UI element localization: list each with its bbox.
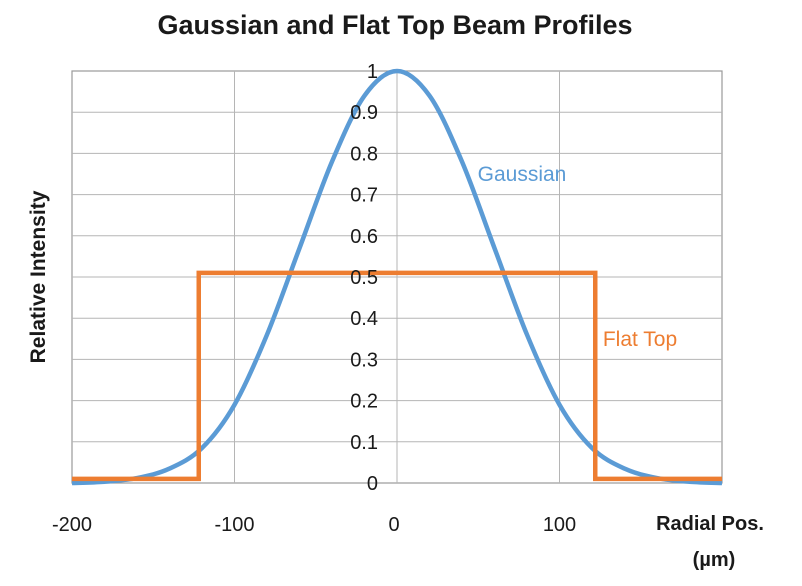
y-tick-label: 0.9	[350, 102, 378, 124]
y-tick-label: 0.7	[350, 185, 378, 207]
y-tick-label: 0.6	[350, 226, 378, 248]
x-tick-label: 0	[388, 514, 399, 536]
x-axis-unit: (µm)	[693, 549, 736, 571]
x-tick-labels: -200 -100 0 100	[52, 514, 576, 536]
x-axis-label: Radial Pos.	[656, 513, 764, 535]
y-tick-label: 0.8	[350, 143, 378, 165]
x-tick-label: -100	[214, 514, 254, 536]
x-tick-label: 100	[543, 514, 576, 536]
y-tick-label: 0.5	[350, 267, 378, 289]
y-tick-label: 0	[367, 473, 378, 495]
y-axis-label: Relative Intensity	[27, 190, 50, 363]
y-tick-label: 0.3	[350, 349, 378, 371]
y-tick-label: 0.1	[350, 432, 378, 454]
flat-top-series-label: Flat Top	[603, 328, 677, 351]
gaussian-series-line	[71, 68, 723, 486]
y-tick-label: 0.2	[350, 391, 378, 413]
y-tick-labels: 0 0.1 0.2 0.3 0.4 0.5 0.6 0.7 0.8 0.9 1	[350, 61, 378, 495]
y-tick-label: 1	[367, 61, 378, 83]
gaussian-series-label: Gaussian	[478, 163, 567, 186]
chart-title: Gaussian and Flat Top Beam Profiles	[157, 10, 632, 40]
series-layer	[71, 68, 723, 486]
flat-top-series-line	[72, 270, 722, 482]
x-tick-label: -200	[52, 514, 92, 536]
y-tick-label: 0.4	[350, 308, 378, 330]
grid	[71, 70, 723, 484]
